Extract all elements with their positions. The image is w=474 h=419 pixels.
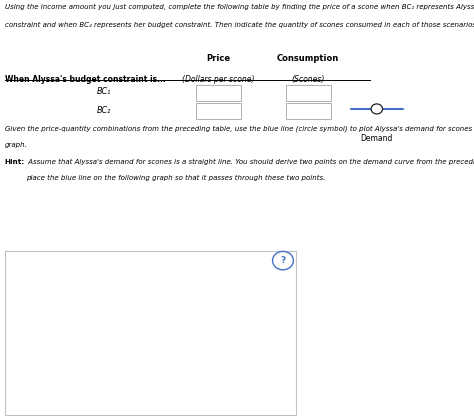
Text: Price: Price [206, 54, 230, 63]
Text: Consumption: Consumption [277, 54, 339, 63]
Text: Demand: Demand [361, 134, 393, 143]
X-axis label: QUANTITY (Scones): QUANTITY (Scones) [132, 405, 200, 411]
Text: Given the price-quantity combinations from the preceding table, use the blue lin: Given the price-quantity combinations fr… [5, 126, 474, 132]
Text: ?: ? [280, 256, 286, 265]
Text: place the blue line on the following graph so that it passes through these two p: place the blue line on the following gra… [26, 175, 326, 181]
Text: (Scones): (Scones) [292, 75, 325, 84]
Text: BC₁: BC₁ [97, 87, 111, 96]
Text: Using the income amount you just computed, complete the following table by findi: Using the income amount you just compute… [5, 4, 474, 10]
Text: (Dollars per scone): (Dollars per scone) [182, 75, 254, 84]
Text: Assume that Alyssa's demand for scones is a straight line. You should derive two: Assume that Alyssa's demand for scones i… [26, 159, 474, 166]
Y-axis label: PRICE (Dollars per scone): PRICE (Dollars per scone) [18, 282, 25, 370]
Text: BC₂: BC₂ [97, 106, 111, 114]
Text: graph.: graph. [5, 142, 27, 148]
Text: When Alyssa's budget constraint is...: When Alyssa's budget constraint is... [5, 75, 165, 84]
Text: Hint:: Hint: [5, 159, 25, 165]
Text: constraint and when BC₂ represents her budget constraint. Then indicate the quan: constraint and when BC₂ represents her b… [5, 22, 474, 28]
